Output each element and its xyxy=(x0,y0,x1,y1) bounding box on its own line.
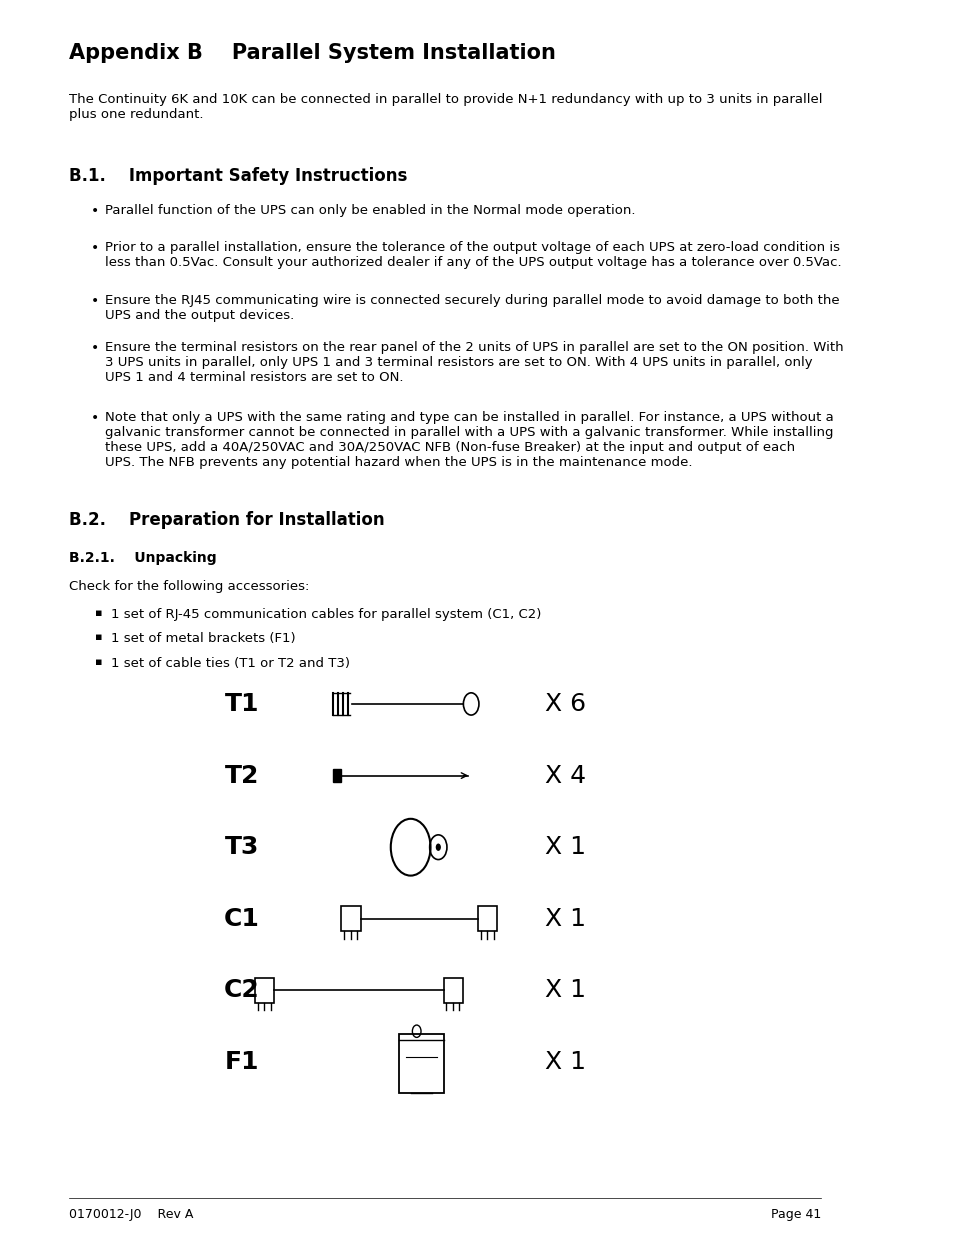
Text: Appendix B    Parallel System Installation: Appendix B Parallel System Installation xyxy=(69,43,556,63)
Text: X 4: X 4 xyxy=(544,763,585,788)
Text: ▪: ▪ xyxy=(95,657,103,667)
Circle shape xyxy=(436,844,440,851)
Text: B.1.    Important Safety Instructions: B.1. Important Safety Instructions xyxy=(69,167,407,185)
Text: T1: T1 xyxy=(225,692,259,716)
Text: Page 41: Page 41 xyxy=(770,1208,821,1221)
Text: Note that only a UPS with the same rating and type can be installed in parallel.: Note that only a UPS with the same ratin… xyxy=(106,411,833,469)
Text: •: • xyxy=(91,241,99,254)
Bar xyxy=(333,769,341,782)
Text: Ensure the RJ45 communicating wire is connected securely during parallel mode to: Ensure the RJ45 communicating wire is co… xyxy=(106,294,840,322)
Bar xyxy=(254,978,274,1003)
Text: ▪: ▪ xyxy=(95,632,103,642)
Text: C1: C1 xyxy=(223,906,259,931)
Bar xyxy=(477,906,497,931)
Text: F1: F1 xyxy=(225,1050,259,1074)
Text: X 1: X 1 xyxy=(544,835,585,860)
Text: B.2.1.    Unpacking: B.2.1. Unpacking xyxy=(69,551,216,564)
Text: 0170012-J0    Rev A: 0170012-J0 Rev A xyxy=(69,1208,193,1221)
Text: Parallel function of the UPS can only be enabled in the Normal mode operation.: Parallel function of the UPS can only be… xyxy=(106,204,636,217)
Text: •: • xyxy=(91,341,99,354)
Text: Prior to a parallel installation, ensure the tolerance of the output voltage of : Prior to a parallel installation, ensure… xyxy=(106,241,841,269)
Text: •: • xyxy=(91,411,99,425)
Text: C2: C2 xyxy=(223,978,259,1003)
Bar xyxy=(399,1034,444,1093)
Bar xyxy=(443,978,462,1003)
Text: X 1: X 1 xyxy=(544,906,585,931)
Text: ▪: ▪ xyxy=(95,608,103,618)
Text: The Continuity 6K and 10K can be connected in parallel to provide N+1 redundancy: The Continuity 6K and 10K can be connect… xyxy=(69,93,821,121)
Text: Ensure the terminal resistors on the rear panel of the 2 units of UPS in paralle: Ensure the terminal resistors on the rea… xyxy=(106,341,843,384)
Text: 1 set of cable ties (T1 or T2 and T3): 1 set of cable ties (T1 or T2 and T3) xyxy=(111,657,350,671)
Text: •: • xyxy=(91,204,99,217)
Text: X 1: X 1 xyxy=(544,1050,585,1074)
Text: T3: T3 xyxy=(225,835,259,860)
Text: T2: T2 xyxy=(225,763,259,788)
Text: X 1: X 1 xyxy=(544,978,585,1003)
Text: B.2.    Preparation for Installation: B.2. Preparation for Installation xyxy=(69,511,384,530)
Text: X 6: X 6 xyxy=(544,692,585,716)
Text: 1 set of metal brackets (F1): 1 set of metal brackets (F1) xyxy=(111,632,295,646)
Bar xyxy=(341,906,360,931)
Text: 1 set of RJ-45 communication cables for parallel system (C1, C2): 1 set of RJ-45 communication cables for … xyxy=(111,608,540,621)
Text: Check for the following accessories:: Check for the following accessories: xyxy=(69,580,309,594)
Text: •: • xyxy=(91,294,99,308)
